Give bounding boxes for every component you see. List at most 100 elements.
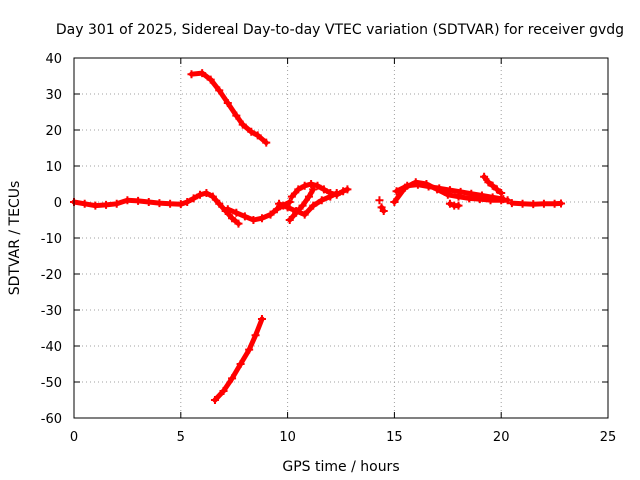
data-point: [134, 196, 143, 205]
data-point: [189, 194, 198, 203]
track-lower-arc: [210, 315, 266, 404]
data-point: [497, 189, 506, 197]
data-point: [467, 189, 476, 198]
data-point: [339, 187, 348, 196]
data-point: [253, 131, 262, 140]
track-dip: [377, 203, 388, 215]
data-point: [144, 198, 153, 206]
data-point: [247, 127, 256, 136]
track-lower-arc-line: [212, 316, 265, 403]
data-point: [176, 200, 185, 209]
y-axis-label: SDTVAR / TECUs: [7, 181, 23, 296]
data-point: [123, 196, 132, 205]
data-point: [317, 196, 326, 205]
y-tick-label: -30: [41, 304, 62, 319]
x-axis-label: GPS time / hours: [282, 459, 399, 475]
data-point: [208, 192, 217, 201]
data-point: [202, 189, 211, 197]
data-point: [529, 200, 538, 209]
data-point: [488, 193, 497, 202]
data-point: [403, 181, 412, 190]
data-point: [319, 185, 328, 194]
y-tick-label: 0: [54, 196, 62, 211]
y-tick-label: 30: [45, 88, 62, 103]
data-point: [91, 201, 100, 210]
data-point: [304, 192, 313, 201]
data-point: [266, 210, 275, 219]
x-tick-label: 5: [177, 430, 185, 445]
data-point: [488, 181, 497, 190]
data-point: [326, 192, 335, 201]
data-point: [456, 187, 465, 196]
data-point: [166, 199, 175, 208]
data-point: [492, 185, 501, 194]
data-point: [234, 219, 243, 228]
data-point: [285, 198, 294, 206]
track-upper-arc-line: [189, 70, 269, 146]
data-point: [215, 199, 224, 208]
data-point: [80, 199, 89, 208]
y-tick-label: 40: [45, 52, 62, 67]
data-point: [223, 205, 232, 214]
data-point: [232, 111, 241, 120]
data-point: [484, 178, 493, 187]
data-point: [262, 138, 271, 147]
data-point: [292, 207, 301, 215]
data-point: [518, 199, 527, 208]
data-point: [198, 69, 207, 78]
y-tick-label: -10: [41, 232, 62, 247]
data-point: [219, 387, 228, 395]
y-tick-label: 20: [45, 124, 62, 139]
track-low-band: [275, 189, 341, 219]
data-point: [275, 199, 284, 208]
data-point: [480, 172, 489, 181]
data-series: [70, 69, 566, 404]
data-point: [392, 187, 401, 196]
data-point: [240, 212, 249, 221]
track-gap-dot: [375, 196, 384, 205]
data-point: [332, 189, 341, 197]
data-point: [300, 181, 309, 190]
data-point: [539, 199, 548, 208]
x-tick-label: 0: [70, 430, 78, 445]
data-point: [413, 180, 422, 189]
x-tick-label: 15: [386, 430, 403, 445]
data-point: [307, 180, 316, 188]
grid-lines: [74, 58, 608, 418]
track-upper-arc: [187, 69, 271, 147]
y-tick-label: -20: [41, 268, 62, 283]
y-tick-label: -50: [41, 376, 62, 391]
data-point: [232, 208, 241, 217]
data-point: [390, 198, 399, 206]
data-point: [375, 196, 384, 205]
data-point: [343, 185, 352, 194]
x-tick-label: 20: [493, 430, 510, 445]
data-point: [245, 345, 254, 354]
y-tick-label: 10: [45, 160, 62, 175]
data-point: [435, 184, 444, 193]
track-late-dip: [445, 199, 463, 210]
data-point: [223, 99, 232, 107]
data-point: [445, 199, 454, 208]
data-point: [298, 201, 307, 210]
data-point: [196, 190, 205, 199]
data-point: [379, 207, 388, 215]
data-point: [183, 198, 192, 206]
y-tick-label: -40: [41, 340, 62, 355]
track-main-early: [70, 189, 243, 228]
data-point: [454, 201, 463, 210]
data-point: [228, 214, 237, 223]
data-point: [187, 70, 196, 79]
y-tick-label: -60: [41, 412, 62, 427]
track-tail: [507, 199, 566, 209]
data-point: [507, 199, 516, 208]
data-point: [557, 199, 566, 208]
data-point: [206, 75, 215, 84]
data-point: [251, 331, 260, 340]
data-point: [155, 199, 164, 208]
chart-title: Day 301 of 2025, Sidereal Day-to-day VTE…: [56, 22, 624, 38]
data-point: [309, 201, 318, 210]
data-point: [272, 205, 281, 214]
data-point: [477, 191, 486, 200]
